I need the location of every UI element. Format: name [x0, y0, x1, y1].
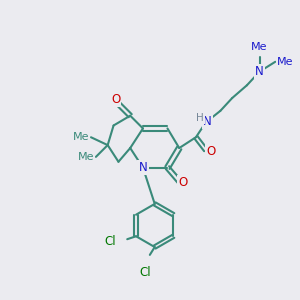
Text: Me: Me	[251, 42, 268, 52]
Text: Cl: Cl	[105, 235, 116, 248]
Text: H: H	[196, 112, 204, 123]
Text: N: N	[203, 115, 212, 128]
Text: O: O	[206, 146, 215, 158]
Text: O: O	[111, 92, 120, 106]
Text: N: N	[255, 65, 264, 78]
Text: Me: Me	[73, 132, 89, 142]
Text: Me: Me	[277, 57, 294, 67]
Text: Me: Me	[77, 152, 94, 162]
Text: Cl: Cl	[139, 266, 151, 279]
Text: N: N	[139, 161, 147, 174]
Text: O: O	[178, 176, 188, 189]
